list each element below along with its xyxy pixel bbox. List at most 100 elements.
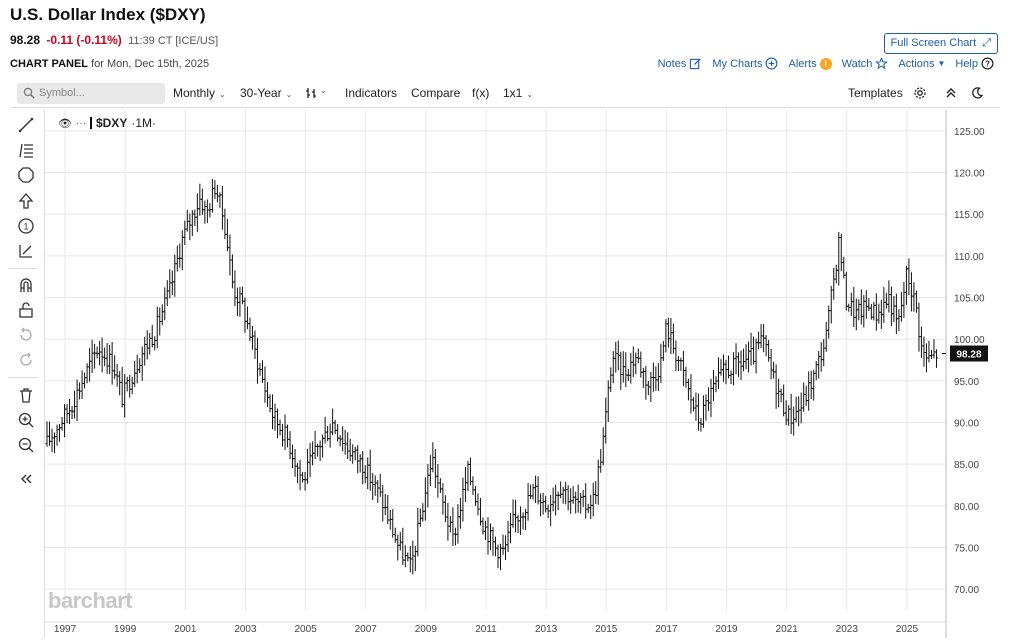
price-chart[interactable]: 125.00 120.00 115.00 110.00 105.00 100.00 95.0… (44, 110, 1022, 642)
alerts-link[interactable]: Alerts ! (788, 57, 832, 70)
notes-label: Notes (657, 57, 687, 70)
fibonacci-icon (19, 143, 33, 158)
legend-interval: ·1M· (131, 116, 156, 130)
x-tick-label: 2015 (595, 624, 618, 635)
period-dropdown[interactable]: 30-Year ⌄ (240, 86, 292, 100)
last-price-label: 98.28 (956, 350, 981, 361)
measure-icon (19, 245, 32, 258)
edit-icon (690, 58, 701, 70)
chart-panel-title: CHART PANEL (10, 58, 89, 70)
frequency-dropdown[interactable]: Monthly ⌄ (173, 86, 226, 100)
caret-down-icon: ▼ (937, 59, 946, 68)
collapse-up-icon[interactable] (944, 86, 958, 100)
chart-area[interactable]: 125.00 120.00 115.00 110.00 105.00 100.00 95.0… (44, 110, 1022, 642)
magnet-tool[interactable] (17, 276, 35, 294)
y-tick-label: 80.00 (954, 502, 979, 513)
unlock-icon (19, 302, 33, 318)
x-tick-label: 2001 (174, 624, 197, 635)
x-tick-label: 2003 (234, 624, 257, 635)
collapse-sidebar-button[interactable] (17, 470, 35, 488)
eye-icon[interactable]: 👁 (58, 117, 72, 130)
shape-tool[interactable] (17, 166, 35, 184)
templates-button[interactable]: Templates (848, 86, 903, 100)
page-title: U.S. Dollar Index ($DXY) (10, 5, 206, 24)
y-tick-label: 95.00 (954, 377, 979, 388)
fib-tool[interactable] (17, 141, 35, 159)
symbol-search-input[interactable]: Symbol... (17, 83, 165, 104)
more-dots-icon[interactable]: ··· (75, 117, 86, 129)
layout-dropdown[interactable]: 1x1 ⌄ (503, 86, 533, 100)
y-tick-label: 105.00 (954, 294, 985, 305)
search-icon (23, 87, 35, 99)
chart-legend: 👁 ··· $DXY ·1M· (58, 116, 156, 130)
pencil-line-icon (18, 117, 34, 133)
undo-button[interactable] (17, 326, 35, 344)
last-price-tag (950, 345, 988, 362)
zoom-out-button[interactable] (17, 436, 35, 454)
delete-button[interactable] (17, 386, 35, 404)
chart-toolbar: Symbol... Monthly ⌄ 30-Year ⌄ ⌄ Indicators… (10, 80, 1000, 108)
y-tick-label: 115.00 (954, 210, 984, 221)
x-tick-label: 2025 (896, 624, 919, 635)
chevron-down-icon: ⌄ (285, 90, 293, 99)
notes-link[interactable]: Notes (658, 57, 703, 70)
help-label: Help (955, 57, 978, 70)
function-button[interactable]: f(x) (472, 86, 490, 100)
indicators-button[interactable]: Indicators (345, 86, 398, 100)
dark-mode-moon-icon[interactable] (970, 86, 984, 100)
help-link[interactable]: Help ? (955, 57, 994, 70)
watch-label: Watch (841, 57, 873, 70)
last-price: 98.28 (10, 33, 41, 47)
full-screen-label: Full Screen Chart (890, 37, 977, 49)
redo-icon (20, 352, 32, 366)
shape-octagon-icon (18, 167, 34, 183)
legend-symbol: $DXY (95, 116, 128, 130)
quote-line: 98.28 -0.11 (-0.11%) 11:39 CT [ICE/US] (10, 33, 218, 47)
x-tick-label: 2007 (355, 624, 378, 635)
arrow-tool[interactable] (17, 192, 35, 210)
sidebar-divider (8, 377, 38, 378)
top-links: Notes My Charts Alerts ! Watch Actions ▼… (658, 57, 994, 70)
x-tick-label: 1997 (54, 624, 77, 635)
y-tick-label: 85.00 (954, 460, 979, 471)
frequency-label: Monthly (173, 86, 216, 100)
undo-icon (20, 327, 32, 341)
my-charts-label: My Charts (712, 57, 763, 70)
svg-text:1: 1 (23, 222, 28, 232)
x-tick-label: 2013 (535, 624, 558, 635)
annotation-tool[interactable]: 1 (17, 217, 35, 235)
compare-button[interactable]: Compare (411, 86, 461, 100)
actions-label: Actions (898, 57, 935, 70)
actions-menu[interactable]: Actions ▼ (898, 57, 945, 70)
lock-tool[interactable] (17, 301, 35, 319)
number-one-circle-icon: 1 (18, 218, 34, 234)
chevron-down-icon: ⌄ (526, 90, 534, 99)
drawing-tools-sidebar: 1 (0, 110, 44, 642)
measure-tool[interactable] (17, 242, 35, 260)
trash-icon (20, 388, 32, 403)
zoom-out-icon (18, 437, 34, 453)
y-tick-label: 90.00 (954, 419, 979, 430)
x-tick-label: 2021 (776, 624, 799, 635)
x-tick-label: 2011 (475, 624, 497, 635)
zoom-in-button[interactable] (17, 411, 35, 429)
x-tick-label: 2017 (655, 624, 678, 635)
my-charts-link[interactable]: My Charts (712, 57, 778, 70)
chevron-down-icon[interactable]: ⌄ (320, 86, 327, 95)
settings-gear-icon[interactable] (913, 86, 927, 100)
expand-arrow-icon: ⤢ (982, 37, 991, 49)
y-tick-label: 70.00 (954, 585, 979, 596)
quote-time: 11:39 CT [ICE/US] (128, 35, 219, 47)
draw-line-tool[interactable] (17, 116, 35, 134)
x-tick-label: 2005 (294, 624, 317, 635)
bar-type-icon[interactable] (304, 86, 318, 100)
redo-button[interactable] (17, 351, 35, 369)
barchart-watermark: barchart (48, 588, 133, 613)
alert-icon: ! (819, 57, 832, 70)
watch-link[interactable]: Watch (842, 57, 889, 70)
double-chevron-left-icon (21, 474, 32, 484)
zoom-in-icon (18, 412, 34, 428)
chart-panel-date: for Mon, Dec 15th, 2025 (91, 58, 210, 70)
full-screen-chart-button[interactable]: Full Screen Chart ⤢ (883, 33, 998, 54)
y-tick-label: 120.00 (954, 169, 985, 180)
